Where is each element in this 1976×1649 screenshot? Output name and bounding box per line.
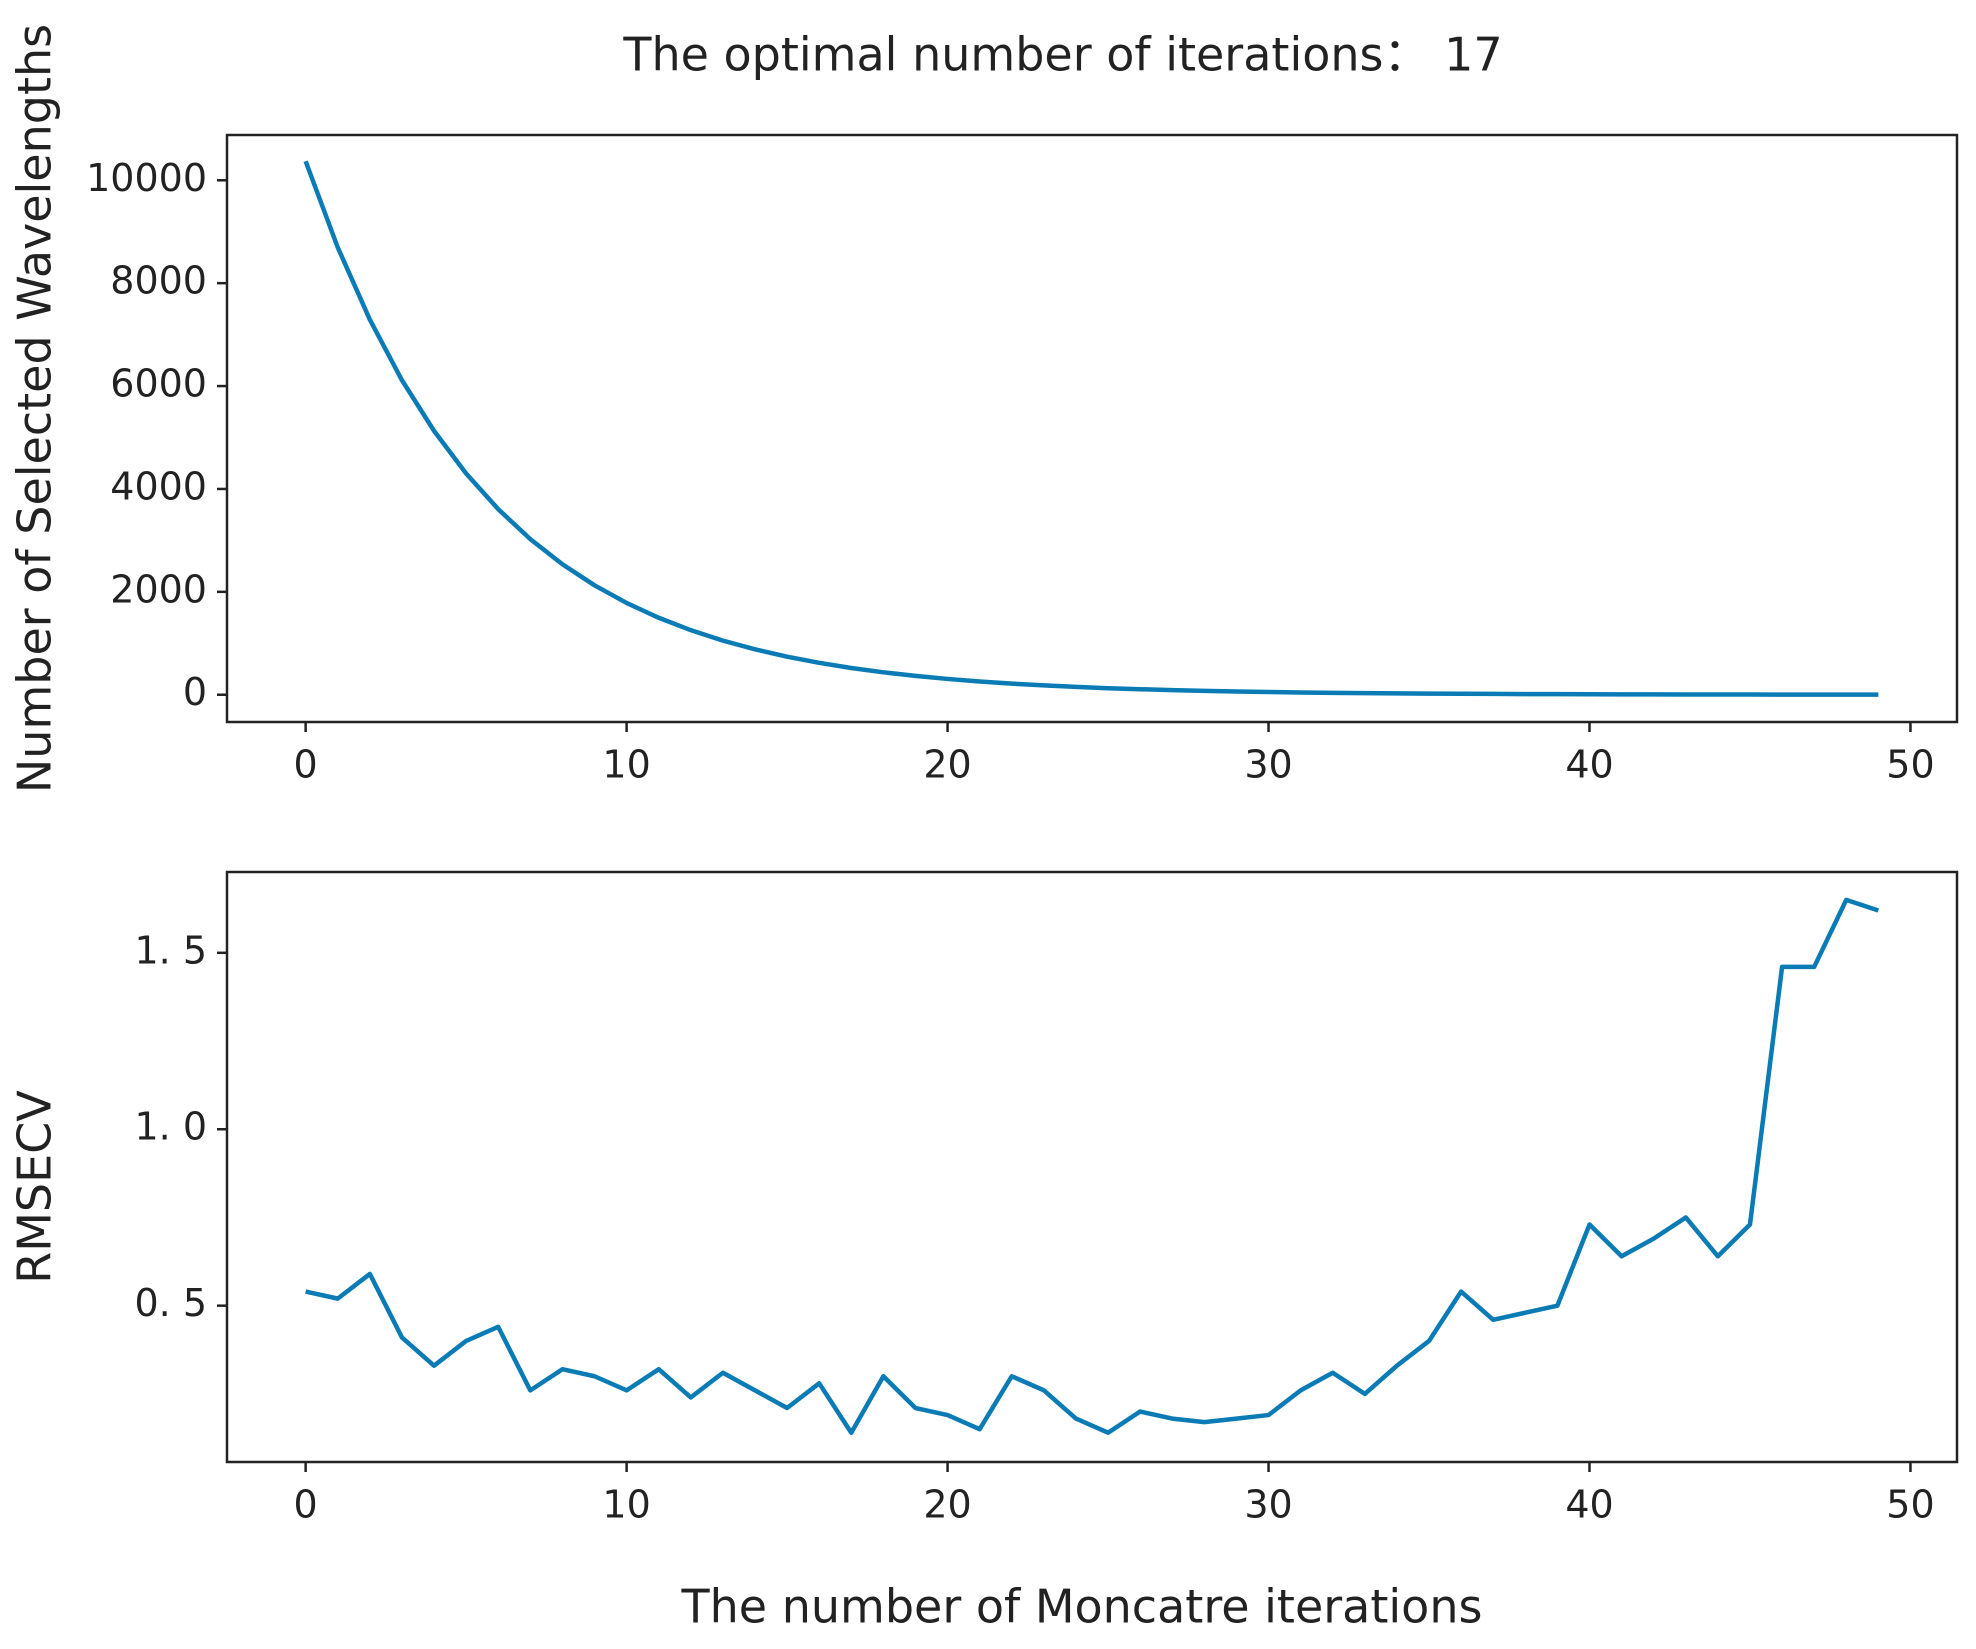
y-tick-label: 6000 [110,362,207,406]
x-tick-label: 50 [1886,743,1934,787]
y-tick-label: 4000 [110,464,207,508]
x-tick-label: 30 [1244,1483,1292,1527]
y-axis-label: RMSECV [8,1090,62,1284]
y-tick-label: 2000 [110,567,207,611]
y-tick-label: 8000 [110,259,207,303]
y-axis-label: Number of Selected Wavelengths [8,24,62,793]
x-tick-label: 0 [294,1483,318,1527]
x-tick-label: 20 [923,1483,971,1527]
x-tick-label: 10 [602,1483,650,1527]
x-tick-label: 40 [1565,743,1613,787]
plot-frame [225,870,1959,1464]
x-axis-label: The number of Moncatre iterations [681,1580,1483,1634]
y-tick-label: 10000 [86,156,207,200]
chart-title: The optimal number of iterations： 17 [622,28,1502,82]
x-tick-label: 40 [1565,1483,1613,1527]
x-tick-label: 20 [923,743,971,787]
data-line [303,160,1879,697]
y-tick-label: 1. 5 [134,928,207,972]
y-tick-label: 0. 5 [134,1281,207,1325]
x-tick-label: 50 [1886,1483,1934,1527]
y-tick-label: 0 [183,670,207,714]
x-tick-label: 0 [294,743,318,787]
x-tick-label: 10 [602,743,650,787]
data-line [305,897,1880,1435]
y-tick-label: 1. 0 [134,1105,207,1149]
x-tick-label: 30 [1244,743,1292,787]
plot-frame [225,133,1959,724]
